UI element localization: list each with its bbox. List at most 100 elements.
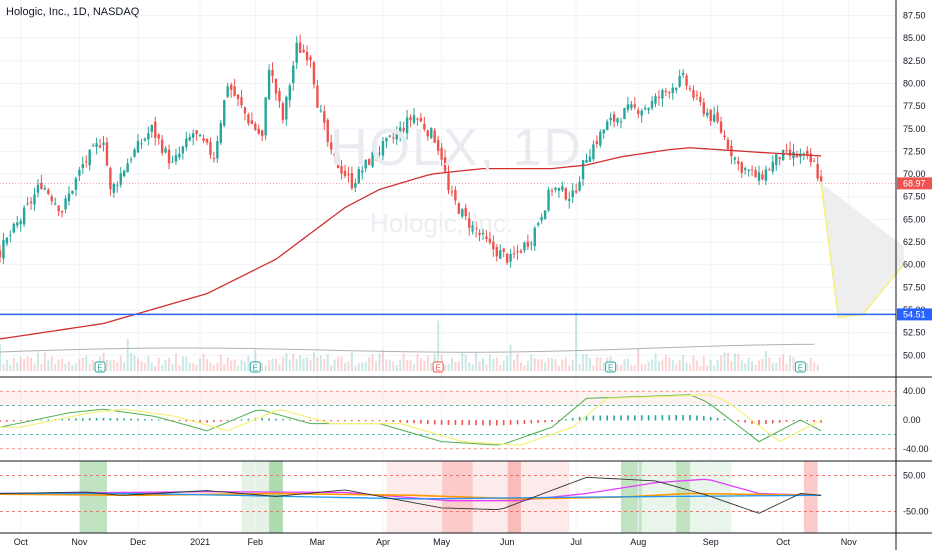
volume-bar	[105, 359, 108, 371]
volume-bar	[309, 359, 312, 371]
volume-bar	[188, 362, 191, 371]
volume-bar	[371, 354, 374, 371]
time-tick-label: Aug	[630, 537, 646, 547]
candle-body	[571, 190, 574, 198]
candle-body	[806, 150, 809, 156]
candle-body	[292, 65, 295, 84]
volume-bar	[568, 364, 571, 371]
candle-body	[681, 72, 685, 75]
price-tick-label: 75.00	[903, 124, 926, 134]
volume-bar	[9, 364, 12, 371]
osc1-histogram-bar	[102, 417, 105, 421]
candle-body	[333, 153, 336, 157]
candle-body	[340, 166, 343, 174]
candle-body	[43, 188, 47, 190]
time-tick-label: Apr	[376, 537, 390, 547]
candle-body	[354, 183, 357, 188]
volume-bar	[464, 354, 467, 371]
osc1-histogram-bar	[261, 418, 263, 421]
osc1-histogram-bar	[309, 420, 312, 422]
volume-bar	[185, 356, 188, 371]
volume-bar	[689, 364, 691, 371]
volume-bar	[71, 364, 74, 371]
volume-bar	[530, 354, 533, 371]
candle-body	[247, 114, 250, 124]
volume-bar	[457, 361, 460, 371]
candle-body	[326, 120, 329, 142]
time-tick-label: Jul	[570, 537, 582, 547]
osc1-histogram-bar	[792, 420, 795, 422]
candle-body	[547, 189, 550, 211]
volume-bar	[195, 364, 198, 371]
candle-body	[143, 138, 147, 141]
price-axis: 87.50 85.00 82.50 80.00 77.50 75.00 72.50 70.00…	[897, 11, 932, 517]
last-price-tag	[897, 177, 932, 190]
osc1-histogram-bar	[344, 420, 346, 422]
volume-bar	[485, 364, 488, 371]
osc1-histogram-bar	[0, 420, 1, 422]
volume-bar	[378, 353, 381, 371]
volume-bar	[271, 358, 274, 371]
candle-body	[343, 170, 347, 176]
volume-bar	[554, 359, 557, 371]
candle-body	[495, 247, 498, 257]
candle-body	[813, 160, 816, 162]
volume-bar	[602, 361, 605, 371]
volume-bar	[361, 362, 364, 371]
osc1-histogram-bar	[696, 415, 698, 421]
candle-body	[726, 139, 730, 149]
osc1-histogram-bar	[751, 420, 753, 424]
volume-bar	[744, 363, 747, 371]
volume-bar	[85, 355, 88, 371]
time-tick-label: Jun	[500, 537, 515, 547]
osc1-histogram-bar	[544, 420, 546, 423]
candle-body	[378, 152, 381, 154]
volume-bar	[526, 361, 529, 371]
osc1-histogram-bar	[399, 420, 401, 423]
candle-body	[426, 130, 429, 137]
candle-body	[295, 42, 298, 63]
volume-bar	[806, 362, 809, 371]
earnings-badge	[605, 361, 617, 373]
candle-body	[737, 161, 740, 164]
candle-body	[81, 164, 84, 169]
candle-body	[288, 85, 291, 101]
osc1-histogram-bar	[337, 420, 339, 422]
volume-bar	[254, 349, 257, 371]
candle-body	[740, 162, 743, 173]
volume-bar	[647, 361, 650, 371]
candle-body	[147, 133, 150, 140]
osc1-histogram-bar	[247, 418, 250, 421]
volume-bar	[36, 352, 39, 371]
candle-body	[271, 69, 274, 76]
candle-body	[633, 104, 636, 108]
volume-bar	[16, 362, 19, 371]
volume-bar	[789, 355, 792, 371]
volume-bar	[247, 355, 250, 371]
volume-bar	[147, 356, 150, 371]
candle-body	[402, 128, 405, 132]
candle-body	[609, 117, 612, 121]
candle-body	[457, 203, 461, 214]
moving-average-200	[0, 147, 896, 340]
candle-body	[757, 172, 761, 181]
osc1-histogram-bar	[627, 415, 629, 421]
osc2-band	[269, 461, 283, 533]
price-tick-label: 77.50	[903, 101, 926, 111]
osc1-tick-label: 0.00	[903, 415, 921, 425]
osc1-histogram-bar	[61, 418, 63, 421]
osc1-histogram-bar	[275, 418, 277, 421]
volume-bar	[143, 362, 146, 371]
osc1-histogram-bar	[302, 420, 305, 421]
volume-bar	[19, 356, 22, 371]
volume-bar	[30, 358, 33, 371]
osc1-histogram-bar	[358, 420, 360, 422]
candle-body	[502, 248, 505, 252]
volume-bar	[468, 362, 471, 371]
volume-bar	[168, 357, 171, 371]
candle-body	[16, 222, 19, 226]
candle-body	[492, 241, 495, 250]
candle-body	[744, 168, 747, 170]
candle-body	[568, 199, 571, 201]
